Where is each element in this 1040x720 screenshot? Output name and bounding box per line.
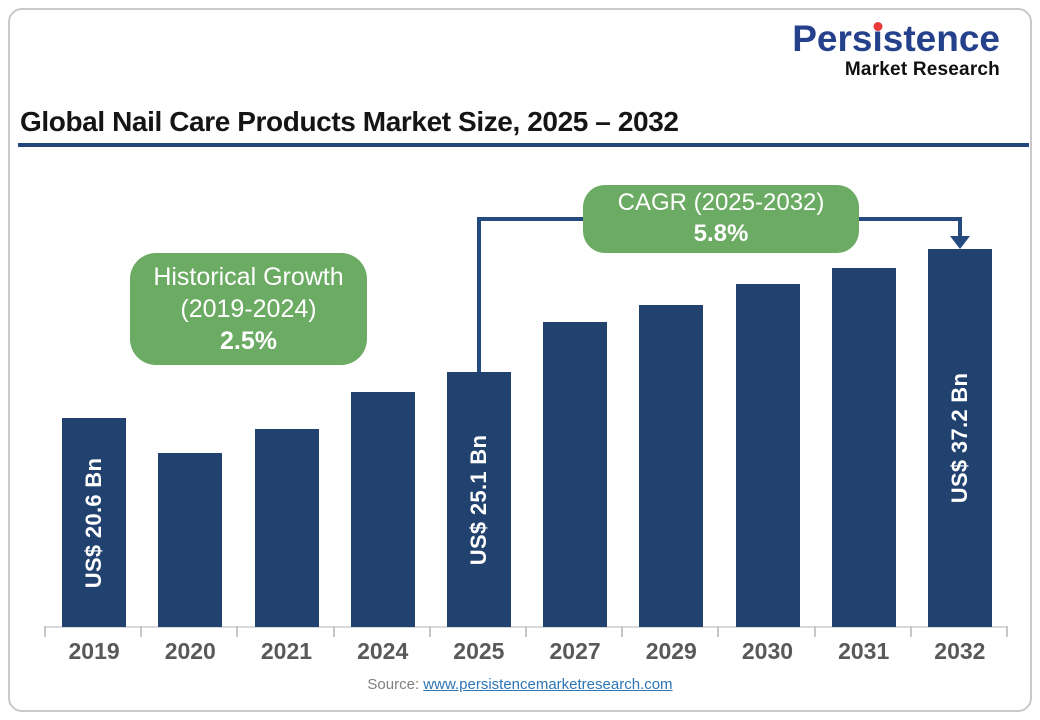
x-axis-label-2024: 2024 — [357, 638, 409, 664]
x-axis-label-2031: 2031 — [838, 638, 890, 664]
page-title: Global Nail Care Products Market Size, 2… — [20, 106, 679, 137]
cagr-callout: CAGR (2025-2032) 5.8% — [583, 185, 859, 253]
historical-growth-line2: (2019-2024) — [180, 295, 317, 323]
x-axis-tick — [236, 626, 239, 637]
source-text: Source: www.persistencemarketresearch.co… — [0, 676, 1040, 693]
historical-growth-percent: 2.5% — [220, 327, 277, 355]
cagr-line1: CAGR (2025-2032) — [617, 189, 825, 217]
x-axis-label-2032: 2032 — [934, 638, 986, 664]
x-axis-tick — [332, 626, 335, 637]
bar-2024 — [350, 392, 415, 627]
logo-brand-part1: Pers — [792, 18, 873, 59]
x-axis-label-2021: 2021 — [260, 638, 313, 664]
x-axis-tick — [525, 626, 527, 637]
logo-subtitle: Market Research — [844, 59, 1000, 80]
logo-brand-part2: stence — [882, 18, 1000, 59]
bar-value-label-2019: US$ 20.6 Bn — [81, 457, 107, 588]
bar-2032: US$ 37.2 Bn — [927, 249, 992, 627]
cagr-arrow-down-icon — [950, 236, 970, 249]
source-link[interactable]: www.persistencemarketresearch.com — [423, 676, 673, 693]
bar-value-label-2032: US$ 37.2 Bn — [946, 372, 972, 504]
cagr-bracket-line-right — [958, 217, 962, 238]
historical-growth-line1: Historical Growth — [153, 263, 344, 291]
x-axis-tick — [717, 626, 720, 637]
cagr-bracket-line-left — [477, 217, 481, 375]
x-axis-tick — [621, 626, 624, 637]
logo-i-red-dot-icon: i — [872, 18, 883, 59]
source-prefix: Source: — [367, 676, 424, 693]
x-axis-tick — [140, 626, 143, 637]
x-axis-tick — [1006, 626, 1008, 637]
bar-value-label-2025: US$ 25.1 Bn — [465, 434, 491, 565]
x-axis-tick — [428, 626, 431, 637]
bar-2021 — [254, 429, 319, 627]
logo: Persistence Market Research — [792, 20, 1000, 79]
x-axis-tick — [44, 626, 46, 637]
bar-2019: US$ 20.6 Bn — [62, 418, 127, 627]
bar-2020 — [158, 453, 223, 627]
logo-brand-text: Persistence — [792, 20, 1000, 57]
x-axis-tick — [813, 626, 816, 637]
title-underline — [18, 143, 1029, 147]
bar-2025: US$ 25.1 Bn — [446, 372, 511, 627]
bar-2027 — [543, 322, 608, 627]
x-axis-label-2025: 2025 — [453, 638, 505, 664]
bar-2031 — [831, 268, 896, 627]
x-axis-label-2030: 2030 — [741, 638, 794, 664]
x-axis-label-2019: 2019 — [68, 638, 120, 664]
bar-2029 — [639, 305, 704, 627]
x-axis-label-2027: 2027 — [549, 638, 601, 664]
historical-growth-callout: Historical Growth (2019-2024) 2.5% — [130, 253, 367, 365]
x-axis-label-2020: 2020 — [164, 638, 216, 664]
x-axis-label-2029: 2029 — [645, 638, 697, 664]
bar-2030 — [735, 284, 800, 627]
cagr-percent: 5.8% — [693, 220, 749, 247]
x-axis-tick — [909, 626, 912, 637]
